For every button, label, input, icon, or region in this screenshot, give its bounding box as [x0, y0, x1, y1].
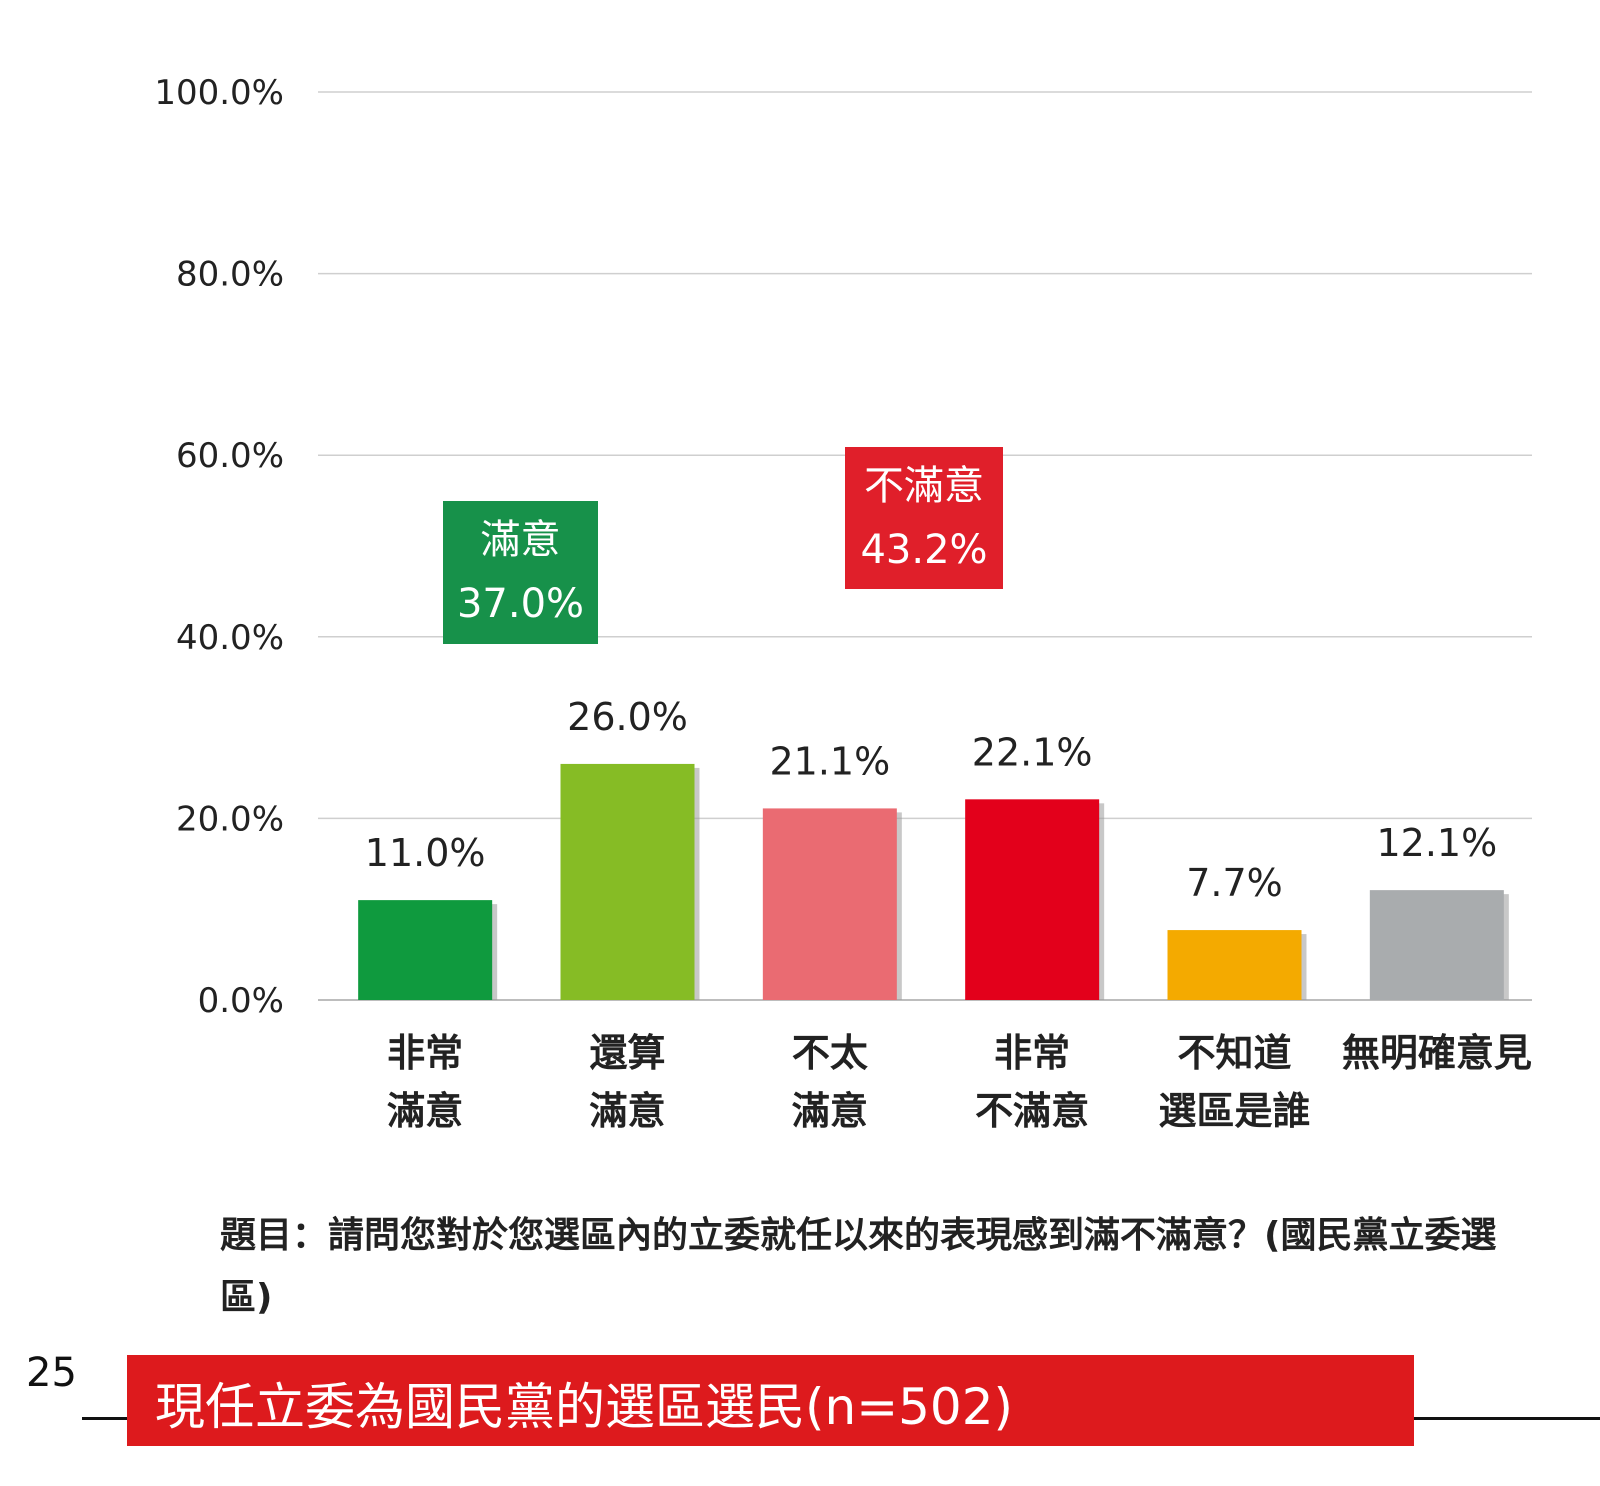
bar-value-label: 12.1% — [1376, 821, 1497, 865]
category-label: 無明確意見 — [1342, 1031, 1532, 1075]
annotation-text: 37.0% — [457, 581, 584, 627]
bar-value-label: 7.7% — [1186, 861, 1283, 905]
bar — [560, 763, 695, 1000]
page-number: 25 — [26, 1350, 77, 1396]
bar-value-label: 21.1% — [769, 739, 890, 783]
annotation-text: 不滿意 — [864, 463, 984, 509]
y-tick-label: 20.0% — [176, 799, 284, 839]
bar — [965, 799, 1100, 1000]
annotation-boxes: 滿意 37.0% 不滿意 43.2% — [443, 447, 1003, 644]
footer-title: 現任立委為國民黨的選區選民(n=502) — [155, 1378, 1014, 1436]
bars — [358, 763, 1509, 1000]
value-labels: 11.0% 26.0% 21.1% 22.1% 7.7% 12.1% — [365, 695, 1497, 905]
category-label: 滿意 — [387, 1089, 463, 1133]
y-tick-label: 80.0% — [176, 255, 284, 295]
bar-value-label: 11.0% — [365, 831, 486, 875]
bar-value-label: 22.1% — [972, 730, 1093, 774]
bar — [358, 900, 493, 1000]
bar — [1167, 930, 1302, 1000]
category-label: 滿意 — [792, 1089, 868, 1133]
question-text: 題目：請問您對於您選區內的立委就任以來的表現感到滿不滿意？(國民黨立委選區) — [220, 1215, 1497, 1318]
annotation-box — [845, 447, 1003, 589]
y-tick-label: 100.0% — [154, 73, 284, 113]
bar-chart: 0.0% 20.0% 40.0% 60.0% 80.0% 100.0% 11.0% 26.0… — [154, 73, 1532, 1133]
category-label: 滿意 — [589, 1089, 665, 1133]
category-label: 還算 — [589, 1031, 665, 1075]
annotation-text: 43.2% — [860, 527, 987, 573]
annotation-text: 滿意 — [481, 517, 561, 563]
y-tick-label: 0.0% — [198, 981, 284, 1021]
category-label: 不知道 — [1177, 1031, 1291, 1075]
bar — [1369, 890, 1504, 1000]
category-label: 非常 — [387, 1031, 463, 1075]
category-label: 選區是誰 — [1158, 1089, 1310, 1133]
category-label: 不太 — [792, 1031, 868, 1075]
annotation-box — [443, 501, 598, 644]
footer-banner: 現任立委為國民黨的選區選民(n=502) — [127, 1355, 1414, 1446]
y-axis-ticks: 0.0% 20.0% 40.0% 60.0% 80.0% 100.0% — [154, 73, 284, 1021]
bar — [762, 808, 897, 1000]
y-tick-label: 40.0% — [176, 618, 284, 658]
category-label: 非常 — [994, 1031, 1070, 1075]
y-tick-label: 60.0% — [176, 436, 284, 476]
category-label: 不滿意 — [975, 1089, 1089, 1133]
bar-value-label: 26.0% — [567, 695, 688, 739]
